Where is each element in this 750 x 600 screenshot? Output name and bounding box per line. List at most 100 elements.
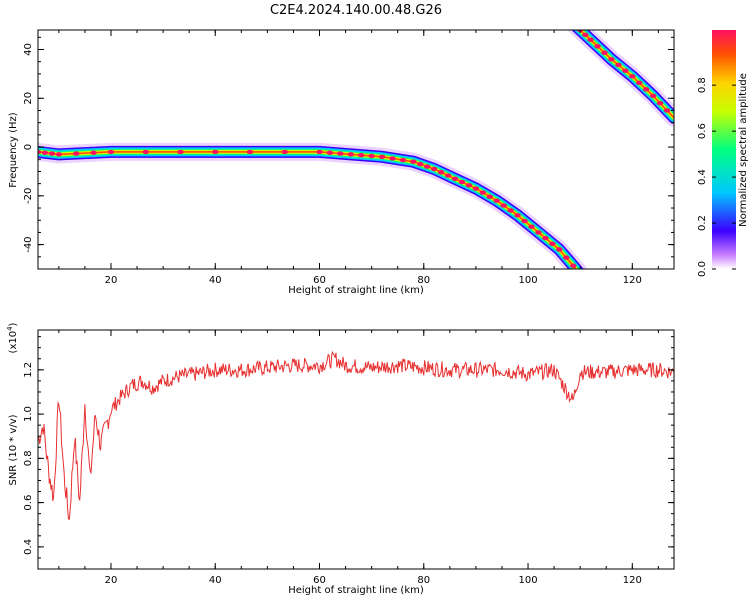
spectral-peak xyxy=(326,150,334,155)
y-tick-label: 40 xyxy=(23,43,34,56)
spectral-peak xyxy=(347,152,354,157)
snr-series-line xyxy=(38,350,674,521)
spectral-peak xyxy=(90,150,97,155)
spectral-peak xyxy=(399,157,407,163)
spectral-peak xyxy=(337,151,344,156)
y-tick-label: 0.6 xyxy=(23,495,34,511)
spectral-peak xyxy=(549,241,556,246)
spectral-peak xyxy=(622,68,629,73)
spectral-peak xyxy=(608,57,615,62)
spectral-peak xyxy=(500,203,507,208)
spectrogram-axes: 20 40 60 80 100 120 40 20 0 -20 -40 xyxy=(23,30,674,286)
spectral-peak xyxy=(615,62,622,68)
spectral-peak xyxy=(410,159,417,164)
y-tick-label: 1.2 xyxy=(23,362,34,378)
spectral-peak xyxy=(572,23,578,27)
spectral-peak xyxy=(649,93,657,99)
spectral-peak xyxy=(663,108,671,113)
spectral-peak xyxy=(563,255,570,260)
x-tick-label: 20 xyxy=(105,575,118,586)
spectral-peak xyxy=(281,149,288,155)
spectral-peak xyxy=(629,74,636,79)
spectral-peak xyxy=(479,190,487,195)
x-tick-label: 60 xyxy=(313,275,326,286)
spectral-peak xyxy=(358,152,365,158)
y-tick-label: -20 xyxy=(23,188,34,204)
x-tick-label: 20 xyxy=(105,275,118,286)
spectrogram-y-label: Frequency (Hz) xyxy=(8,112,19,188)
spectral-peak xyxy=(212,149,219,155)
x-tick-label: 100 xyxy=(518,575,537,586)
spectral-peak xyxy=(316,149,323,155)
spectral-peak xyxy=(587,37,594,42)
x-tick-label: 40 xyxy=(209,275,222,286)
spectral-peak xyxy=(601,50,608,55)
spectral-peak xyxy=(444,173,452,178)
spectral-peak xyxy=(636,80,643,86)
spectral-peak xyxy=(246,149,254,155)
y-tick-label: -40 xyxy=(23,236,34,252)
colorbar-tick-label: 0.6 xyxy=(697,123,708,139)
spectral-peak xyxy=(48,151,56,156)
spectral-peak xyxy=(451,176,459,181)
colorbar xyxy=(712,30,736,269)
colorbar-tick-label: 0.2 xyxy=(697,215,708,231)
spectral-peak xyxy=(389,156,396,161)
spectral-peak xyxy=(437,170,445,175)
spectral-peak xyxy=(556,247,563,252)
colorbar-label: Normalized spectral amplitude xyxy=(738,73,749,227)
spectral-peak xyxy=(486,194,494,199)
spectral-peak xyxy=(142,149,149,155)
x-tick-label: 80 xyxy=(417,575,430,586)
spectral-peak xyxy=(430,166,438,172)
spectral-peak xyxy=(642,87,650,92)
snr-frame xyxy=(37,329,675,570)
spectral-peak xyxy=(656,100,664,106)
spectral-peak xyxy=(417,161,424,167)
spectral-peak xyxy=(582,32,589,38)
x-tick-label: 120 xyxy=(623,575,642,586)
spectral-peak xyxy=(514,213,521,218)
x-tick-label: 100 xyxy=(518,275,537,286)
snr-y-label: SNR (10 * v/v) xyxy=(8,414,19,485)
spectral-peak xyxy=(38,149,42,155)
spectral-track-1-layer xyxy=(579,30,674,119)
spectral-peak xyxy=(535,230,542,235)
spectral-tracks xyxy=(38,23,674,269)
spectral-peak xyxy=(368,153,375,159)
colorbar-tick-label: 0.0 xyxy=(697,261,708,277)
y-tick-label: 20 xyxy=(23,92,34,105)
x-tick-label: 40 xyxy=(209,575,222,586)
spectral-peak xyxy=(177,149,184,155)
figure-title: C2E4.2024.140.00.48.G26 xyxy=(270,3,442,18)
x-tick-label: 60 xyxy=(313,575,326,586)
y-tick-label: 0.8 xyxy=(23,450,34,466)
snr-x-label: Height of straight line (km) xyxy=(288,585,424,596)
spectral-peak xyxy=(41,150,49,155)
spectral-peak xyxy=(378,154,386,160)
spectral-peak xyxy=(542,235,549,241)
spectral-peak xyxy=(472,186,480,191)
spectrogram-frame xyxy=(37,29,675,270)
spectral-peak xyxy=(528,224,535,229)
y-tick-label: 0 xyxy=(23,144,34,150)
spectral-peak xyxy=(493,198,500,203)
snr-multiplier: (x104) xyxy=(6,322,19,353)
spectral-peak xyxy=(55,152,63,157)
x-tick-label: 120 xyxy=(623,275,642,286)
spectrogram-panel: 20 40 60 80 100 120 40 20 0 -20 -40 Height of stra… xyxy=(8,23,749,296)
colorbar-tick-label: 0.4 xyxy=(697,169,708,185)
spectral-peak xyxy=(521,218,528,224)
spectral-peak xyxy=(570,263,577,268)
spectrogram-x-label: Height of straight line (km) xyxy=(288,285,424,296)
spectral-peak xyxy=(594,44,601,49)
snr-panel: 20 40 60 80 100 120 1.2 1.0 0.8 0.6 0.4 Height of … xyxy=(6,322,675,596)
spectral-peak xyxy=(458,179,466,185)
colorbar-tick-label: 0.8 xyxy=(697,77,708,93)
x-tick-label: 80 xyxy=(417,275,430,286)
y-tick-label: 1.0 xyxy=(23,406,34,422)
snr-axes: 20 40 60 80 100 120 1.2 1.0 0.8 0.6 0.4 xyxy=(23,330,674,586)
spectral-peak xyxy=(107,149,115,155)
spectral-peak xyxy=(73,151,80,156)
